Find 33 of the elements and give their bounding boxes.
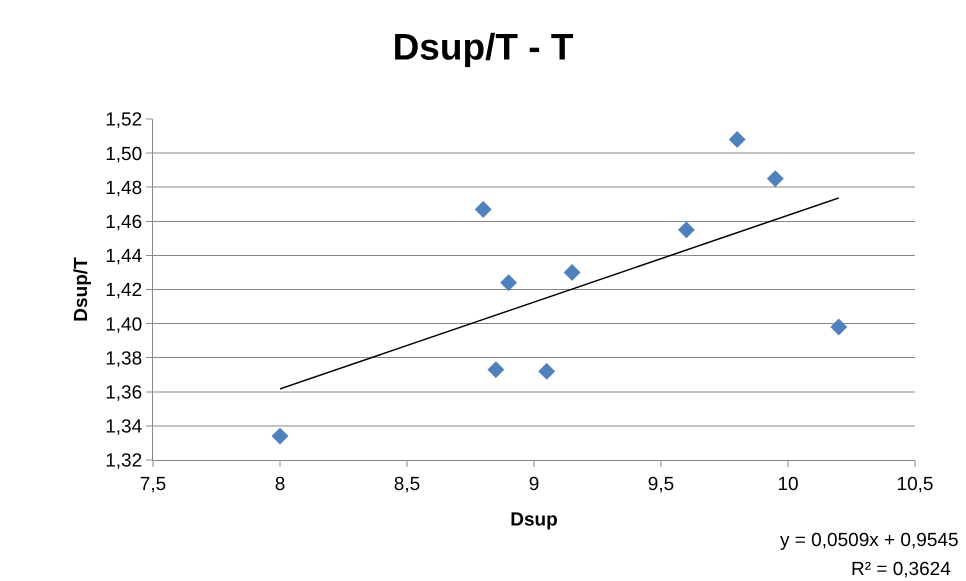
x-tick-label: 8,5 bbox=[394, 474, 420, 495]
y-tick-label: 1,40 bbox=[105, 314, 142, 336]
x-tick-label: 7,5 bbox=[140, 474, 166, 495]
y-tick-label: 1,32 bbox=[105, 450, 142, 472]
y-tick-label: 1,50 bbox=[105, 144, 142, 165]
y-tick-label: 1,42 bbox=[105, 280, 142, 302]
point bbox=[272, 428, 288, 445]
y-axis-title: Dsup/T bbox=[71, 256, 92, 322]
y-tick-label: 1,34 bbox=[105, 416, 143, 438]
y-tick-label: 1,52 bbox=[105, 110, 142, 131]
x-axis-title: Dsup bbox=[510, 510, 558, 531]
text: R² = 0,3624 bbox=[851, 559, 952, 580]
point bbox=[728, 131, 746, 148]
chart-title: Dsup/T - T bbox=[392, 26, 574, 68]
point bbox=[564, 264, 581, 281]
x-tick-label: 10,5 bbox=[896, 474, 934, 495]
point bbox=[830, 318, 848, 336]
x-tick-label: 9,5 bbox=[648, 474, 674, 495]
point bbox=[500, 274, 518, 292]
y-tick-label: 1,44 bbox=[105, 246, 143, 268]
point bbox=[766, 170, 784, 188]
point bbox=[538, 362, 556, 380]
y-tick-label: 1,48 bbox=[105, 178, 142, 199]
point bbox=[487, 361, 504, 378]
x-tick-label: 9 bbox=[528, 474, 540, 495]
y-tick-label: 1,36 bbox=[105, 382, 142, 404]
point bbox=[678, 221, 695, 238]
point bbox=[474, 200, 492, 218]
y-tick-label: 1,38 bbox=[105, 348, 142, 370]
text: y = 0,0509x + 0,9545 bbox=[780, 530, 959, 551]
x-tick-label: 10 bbox=[777, 474, 799, 495]
y-tick-label: 1,46 bbox=[105, 212, 142, 233]
x-tick-label: 8 bbox=[274, 474, 286, 495]
